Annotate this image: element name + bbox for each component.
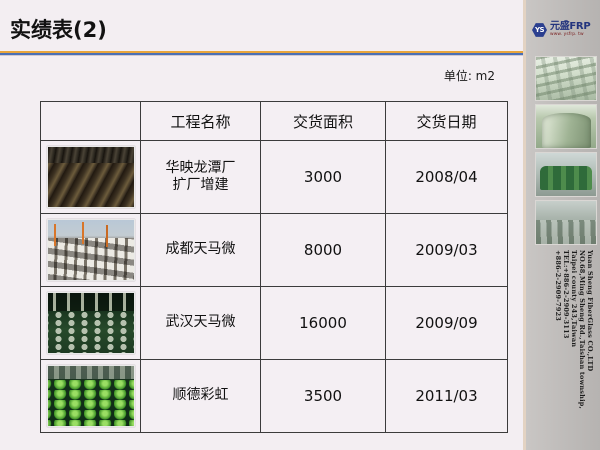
delivery-date-cell: 2009/03: [385, 213, 508, 287]
divider-blue: [0, 53, 523, 55]
project-photo-green-dome-array: [46, 365, 135, 427]
frp-tank-photo: [535, 104, 597, 149]
column-header-photo: [40, 101, 141, 141]
delivery-area-cell: 16000: [260, 286, 386, 360]
table-row: 华映龙潭厂 扩厂增建 3000 2008/04: [40, 140, 508, 214]
project-photo-rebar-ceiling: [46, 146, 135, 208]
column-header-delivery-area: 交货面积: [260, 101, 386, 141]
project-name-cell: 顺德彩虹: [140, 359, 261, 433]
table-row: 顺德彩虹 3500 2011/03: [40, 359, 508, 433]
address-line-city: Taipei county 243,Taiwan: [570, 250, 578, 348]
delivery-date-cell: 2009/09: [385, 286, 508, 360]
delivery-area-cell: 3000: [260, 140, 386, 214]
unit-label: 单位: m2: [443, 69, 495, 83]
address-line-street: NO.68,Ming Sheng Rd.,Taishan township,: [578, 250, 586, 409]
project-photo-cell: [40, 140, 141, 214]
project-photo-cell: [40, 213, 141, 287]
workshop-floor-photo: [535, 200, 597, 245]
project-name-cell: 华映龙潭厂 扩厂增建: [140, 140, 261, 214]
address-line-company: Yuan Sheng FiberGlass CO.,LTD: [586, 250, 594, 372]
delivery-date-cell: 2008/04: [385, 140, 508, 214]
ys-hexagon-icon: YS: [532, 23, 547, 37]
logo-website-url: www. ysfrp. tw: [550, 32, 584, 38]
logo-wordmark: 元盛FRP: [550, 21, 591, 33]
project-photo-dark-dome-floor: [46, 292, 135, 354]
factory-ceiling-photo: [535, 56, 597, 101]
project-photo-cell: [40, 286, 141, 360]
company-logo: YS 元盛FRP www. ysfrp. tw: [532, 18, 600, 42]
column-header-project-name: 工程名称: [140, 101, 261, 141]
green-tank-bank-photo: [535, 152, 597, 197]
address-line-tel-alt: +886-2-2909-7923: [554, 250, 562, 322]
project-photo-cell: [40, 359, 141, 433]
table-row: 武汉天马微 16000 2009/09: [40, 286, 508, 360]
page-title: 实绩表(2): [10, 18, 107, 42]
project-name-cell: 成都天马微: [140, 213, 261, 287]
performance-table: 工程名称 交货面积 交货日期 华映龙潭厂 扩厂增建 3000 2008/04: [40, 101, 508, 433]
project-name-line1: 华映龙潭厂: [165, 159, 236, 176]
column-header-delivery-date: 交货日期: [385, 101, 508, 141]
divider-shadow: [0, 55, 523, 56]
delivery-date-cell: 2011/03: [385, 359, 508, 433]
divider-orange: [0, 51, 523, 53]
table-header-row: 工程名称 交货面积 交货日期: [40, 101, 508, 141]
project-photo-construction-site: [46, 219, 135, 281]
delivery-area-cell: 8000: [260, 213, 386, 287]
project-name-line2: 扩厂增建: [172, 177, 229, 193]
slide-content-panel: 实绩表(2) 单位: m2 工程名称 交货面积 交货日期: [0, 18, 523, 433]
logo-text-block: 元盛FRP www. ysfrp. tw: [550, 21, 591, 38]
delivery-area-cell: 3500: [260, 359, 386, 433]
company-address-block: Yuan Sheng FiberGlass CO.,LTD NO.68,Ming…: [526, 250, 600, 440]
address-line-tel: TEL:+886-2-2909-3113: [562, 250, 570, 339]
company-sidebar: YS 元盛FRP www. ysfrp. tw Yuan Sheng Fiber…: [523, 0, 600, 450]
project-name-cell: 武汉天马微: [140, 286, 261, 360]
table-row: 成都天马微 8000 2009/03: [40, 213, 508, 287]
